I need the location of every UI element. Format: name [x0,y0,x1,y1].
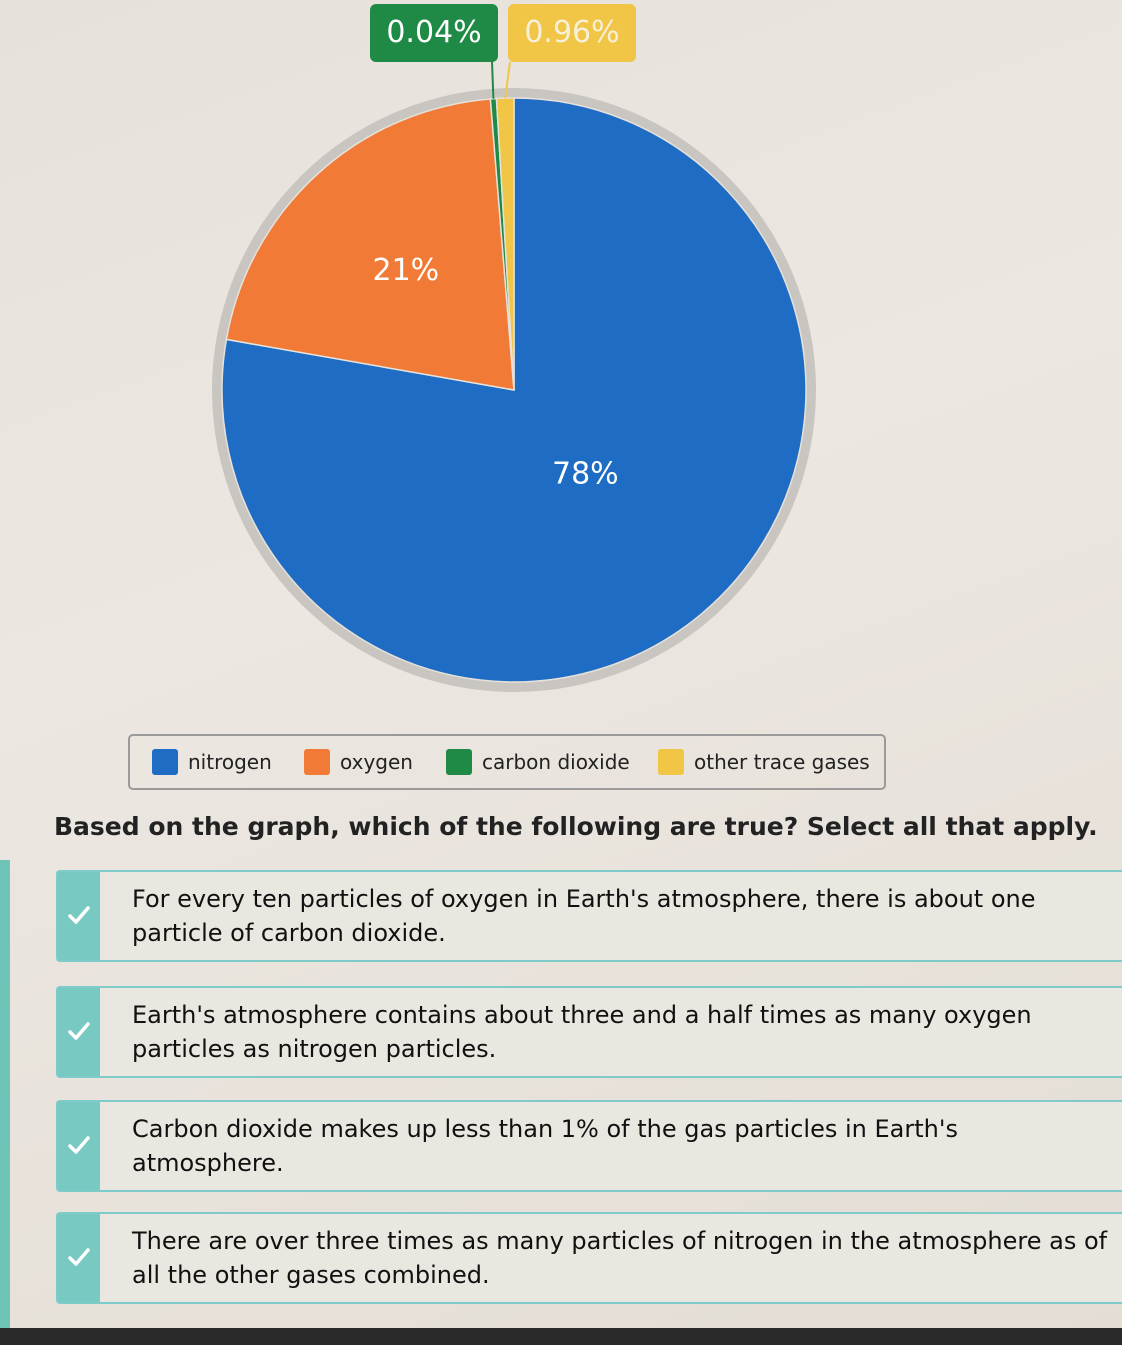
legend-label-other-trace-gases: other trace gases [694,750,870,774]
callout-other-trace-gases-label: 0.96% [524,15,620,50]
legend-item-oxygen: oxygen [304,742,413,782]
leader-line-carbon-dioxide [491,61,495,99]
option-check-strip [58,1214,100,1302]
option-check-strip [58,988,100,1076]
leader-line-other-trace-gases [504,61,511,99]
legend-label-carbon-dioxide: carbon dioxide [482,750,630,774]
answer-option-1-text: For every ten particles of oxygen in Ear… [132,885,1036,947]
check-icon [68,1248,90,1266]
legend-swatch-nitrogen [152,749,178,775]
answer-option-3-text: Carbon dioxide makes up less than 1% of … [132,1115,958,1177]
legend-label-oxygen: oxygen [340,750,413,774]
left-accent-strip [0,860,10,1328]
callout-carbon-dioxide-label: 0.04% [386,15,482,50]
legend-label-nitrogen: nitrogen [188,750,272,774]
legend-swatch-carbon-dioxide [446,749,472,775]
option-check-strip [58,1102,100,1190]
check-icon [68,1136,90,1154]
callout-other-trace-gases: 0.96% [508,4,636,62]
pie-slice-oxygen [225,98,515,391]
legend-item-carbon-dioxide: carbon dioxide [446,742,630,782]
answer-option-2[interactable]: Earth's atmosphere contains about three … [56,986,1122,1078]
footer-bar [0,1328,1122,1345]
pie-label-oxygen: 21% [373,253,440,288]
callout-carbon-dioxide: 0.04% [370,4,498,62]
answer-option-1[interactable]: For every ten particles of oxygen in Ear… [56,870,1122,962]
answer-option-3[interactable]: Carbon dioxide makes up less than 1% of … [56,1100,1122,1192]
chart-legend: nitrogen oxygen carbon dioxide other tra… [128,734,886,790]
legend-swatch-other-trace-gases [658,749,684,775]
option-check-strip [58,872,100,960]
answer-option-4-text: There are over three times as many parti… [132,1227,1108,1289]
pie-label-nitrogen: 78% [552,456,619,491]
answer-option-4[interactable]: There are over three times as many parti… [56,1212,1122,1304]
legend-item-other-trace-gases: other trace gases [658,742,870,782]
pie-chart-svg: 78% 21% [212,61,816,692]
check-icon [68,1022,90,1040]
legend-swatch-oxygen [304,749,330,775]
question-prompt: Based on the graph, which of the followi… [54,812,1098,841]
legend-item-nitrogen: nitrogen [152,742,272,782]
answer-option-2-text: Earth's atmosphere contains about three … [132,1001,1032,1063]
pie-chart: 78% 21% 0.04% 0.96% [212,4,816,692]
check-icon [68,906,90,924]
